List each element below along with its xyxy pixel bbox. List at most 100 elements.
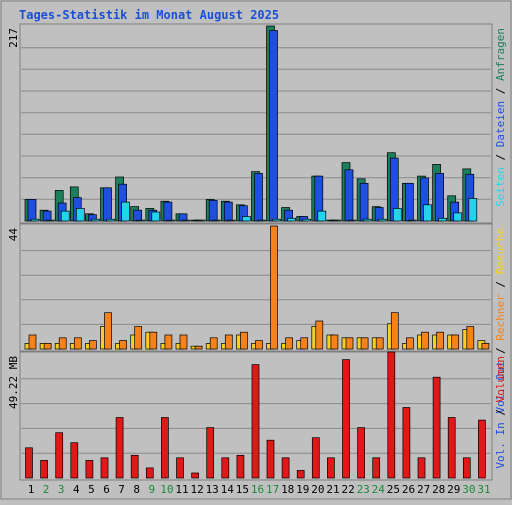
legend-separator: / — [494, 402, 507, 422]
bar — [115, 417, 124, 479]
legend-separator: / — [494, 341, 507, 361]
bar — [104, 312, 112, 350]
legend-entry: Anfragen — [494, 28, 507, 81]
x-tick-label: 20 — [311, 483, 324, 496]
bar — [145, 467, 154, 479]
bar — [342, 359, 350, 479]
bar — [332, 219, 342, 222]
bar — [285, 337, 293, 350]
bar — [417, 457, 426, 479]
bar — [360, 337, 369, 350]
bar — [405, 182, 414, 222]
bar — [136, 219, 146, 222]
bar — [75, 208, 85, 222]
x-tick-label: 28 — [432, 483, 445, 496]
bar — [25, 447, 33, 479]
x-tick-label: 15 — [236, 483, 249, 496]
x-tick-label: 5 — [88, 483, 95, 496]
x-tick-label: 19 — [296, 483, 309, 496]
x-axis-day-labels: 1 2 3 4 5 6 7 8 9 10 11 12 13 14 15 16 17 18 19 20 21 22 23 24 2… — [28, 483, 491, 496]
panel-legend: Seiten / Dateien / Anfragen — [494, 28, 507, 207]
bar — [468, 198, 478, 222]
bar — [130, 454, 139, 479]
x-tick-label: 24 — [372, 483, 386, 496]
x-tick-label: 3 — [58, 483, 65, 496]
x-tick-label: 11 — [175, 483, 188, 496]
visits-panel: 44 Vol. Out / Rechner / Besuche — [7, 223, 507, 413]
bar — [287, 217, 296, 222]
bar — [435, 173, 444, 222]
y-max-label: 44 — [7, 228, 20, 242]
bar — [161, 417, 169, 479]
bar — [438, 217, 447, 222]
legend-separator: / — [494, 81, 507, 101]
bar — [387, 351, 396, 479]
bar — [91, 218, 100, 222]
x-tick-label: 30 — [462, 483, 475, 496]
bar — [242, 216, 251, 222]
bar — [209, 337, 218, 350]
bar — [121, 201, 130, 222]
bar — [362, 218, 372, 222]
x-tick-label: 21 — [326, 483, 339, 496]
x-tick-label: 17 — [266, 483, 279, 496]
bar — [375, 337, 384, 350]
x-tick-label: 23 — [357, 483, 370, 496]
bar — [359, 182, 369, 222]
bar — [119, 340, 127, 350]
legend-entry: Rechner — [494, 294, 507, 341]
panel-legend: Vol. Out / Rechner / Besuche — [494, 228, 507, 413]
x-tick-label: 10 — [160, 483, 173, 496]
bar — [269, 30, 278, 222]
bar — [42, 210, 52, 222]
bar — [266, 439, 275, 479]
bar — [45, 219, 55, 222]
bar — [73, 337, 82, 350]
bar — [40, 460, 48, 479]
bar — [436, 331, 444, 350]
bar — [179, 334, 188, 350]
bar — [166, 219, 176, 222]
bar — [196, 219, 206, 222]
bar — [28, 334, 37, 350]
x-tick-label: 14 — [221, 483, 235, 496]
x-tick-label: 1 — [28, 483, 35, 496]
bar — [206, 427, 215, 479]
legend-entry: Volumen — [494, 356, 507, 402]
x-tick-label: 13 — [206, 483, 219, 496]
bar — [302, 218, 312, 222]
legend-entry: Vol. Out — [494, 360, 507, 413]
legend-entry: Besuche — [494, 228, 507, 274]
y-max-label: 217 — [7, 28, 20, 48]
bar — [481, 343, 490, 350]
bar — [453, 212, 463, 222]
bar — [315, 320, 324, 350]
bar — [390, 312, 399, 350]
bar — [58, 337, 67, 350]
bar — [151, 211, 161, 222]
legend-separator: / — [494, 274, 507, 294]
bar — [402, 407, 411, 479]
x-tick-label: 4 — [73, 483, 80, 496]
x-tick-label: 16 — [251, 483, 264, 496]
bar — [345, 337, 354, 350]
bar — [372, 457, 381, 479]
panel-legend: Vol. In / Volumen — [494, 356, 507, 469]
bar — [466, 326, 475, 350]
requests-panel: 217 Seiten / Dateien / Anfragen — [7, 23, 507, 224]
series-besuche — [24, 323, 486, 350]
bar — [451, 334, 460, 350]
bar — [191, 472, 199, 479]
bar — [70, 442, 79, 479]
bar — [103, 187, 112, 222]
bar — [221, 457, 230, 479]
bar — [311, 437, 320, 479]
bar — [270, 225, 278, 350]
series-rechner — [28, 225, 490, 350]
bar — [432, 376, 441, 479]
x-tick-label: 12 — [190, 483, 203, 496]
x-tick-label: 6 — [103, 483, 110, 496]
bar — [272, 218, 281, 222]
